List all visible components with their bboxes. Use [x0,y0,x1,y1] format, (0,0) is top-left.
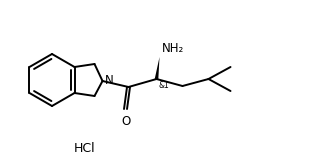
Text: NH₂: NH₂ [161,42,184,55]
Text: O: O [121,115,130,128]
Text: HCl: HCl [74,141,96,155]
Text: &1: &1 [159,81,169,90]
Text: N: N [105,74,113,88]
Polygon shape [155,57,160,79]
